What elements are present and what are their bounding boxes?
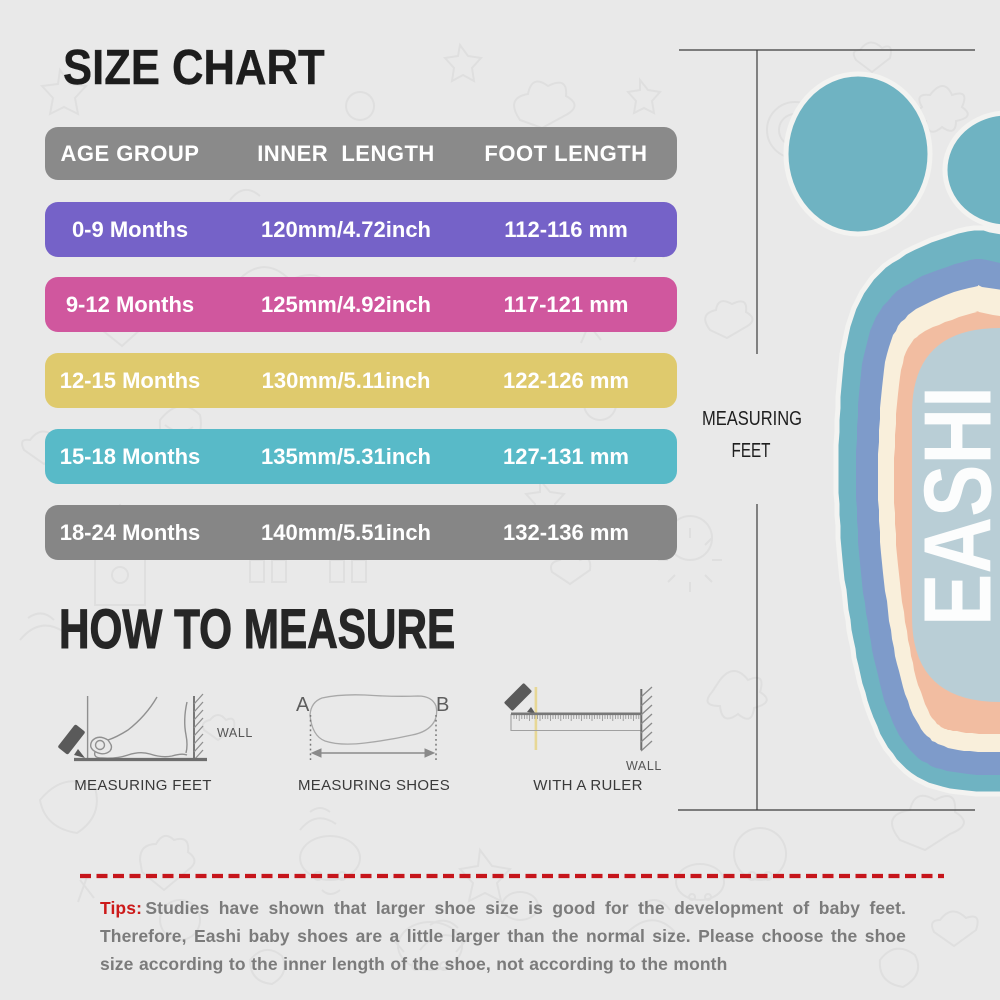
svg-text:B: B <box>436 694 449 716</box>
svg-text:A: A <box>296 694 310 716</box>
svg-text:WALL: WALL <box>626 759 662 773</box>
svg-text:EASHI: EASHI <box>905 386 1000 626</box>
svg-text:WALL: WALL <box>217 726 253 740</box>
svg-text:MEASURING: MEASURING <box>702 408 802 430</box>
svg-text:FEET: FEET <box>732 440 771 462</box>
